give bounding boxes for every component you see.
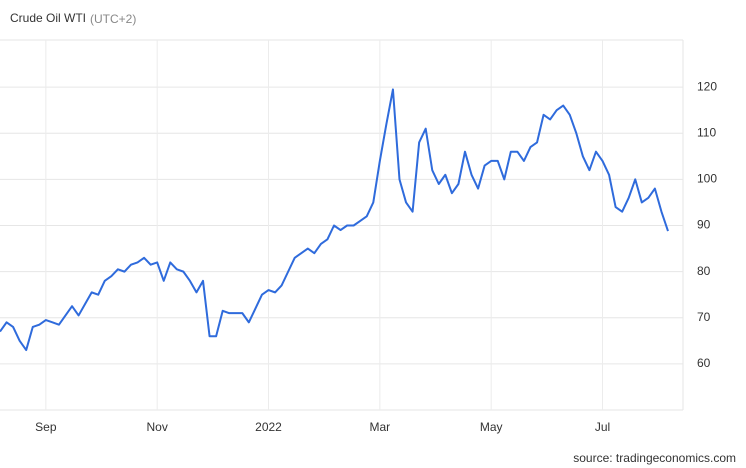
chart-title: Crude Oil WTI — [10, 11, 86, 25]
x-tick-label: Mar — [370, 420, 391, 434]
y-tick-label: 70 — [697, 310, 711, 324]
y-tick-label: 100 — [697, 172, 717, 186]
y-tick-label: 110 — [697, 125, 716, 139]
x-tick-label: Jul — [595, 420, 610, 434]
y-tick-label: 60 — [697, 356, 711, 370]
x-tick-label: 2022 — [255, 420, 282, 434]
y-tick-label: 120 — [697, 79, 717, 93]
y-tick-label: 80 — [697, 264, 711, 278]
chart-subtitle: (UTC+2) — [90, 12, 136, 26]
x-tick-label: May — [480, 420, 503, 434]
x-tick-label: Nov — [147, 420, 168, 434]
x-tick-label: Sep — [35, 420, 57, 434]
source-note: source: tradingeconomics.com — [573, 451, 736, 465]
y-tick-label: 90 — [697, 218, 711, 232]
price-line — [0, 88, 669, 352]
